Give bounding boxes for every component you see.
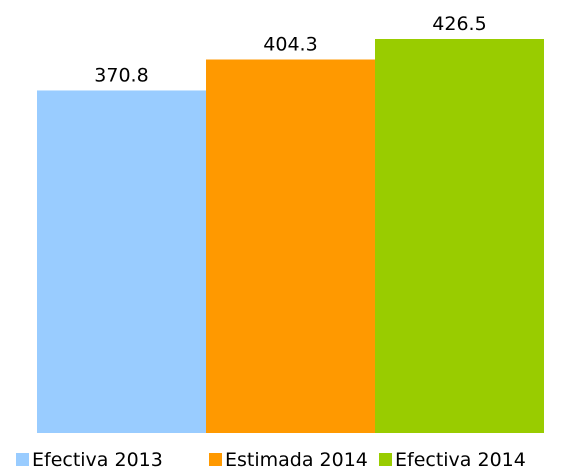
data-label-1: 370.8 <box>94 64 148 86</box>
bar-3 <box>375 39 544 433</box>
data-labels-group: 370.8 404.3 426.5 <box>94 13 486 86</box>
legend-label-2: Estimada 2014 <box>225 449 368 471</box>
data-label-2: 404.3 <box>263 34 317 56</box>
legend-swatch-3 <box>379 453 392 466</box>
legend-label-3: Efectiva 2014 <box>395 449 526 471</box>
bars-group <box>37 39 544 433</box>
data-label-3: 426.5 <box>432 13 486 35</box>
bar-1 <box>37 90 206 433</box>
legend-swatch-2 <box>209 453 222 466</box>
legend: Efectiva 2013 Estimada 2014 Efectiva 2014 <box>16 449 526 471</box>
legend-label-1: Efectiva 2013 <box>32 449 163 471</box>
bar-2 <box>206 59 375 433</box>
legend-swatch-1 <box>16 453 29 466</box>
